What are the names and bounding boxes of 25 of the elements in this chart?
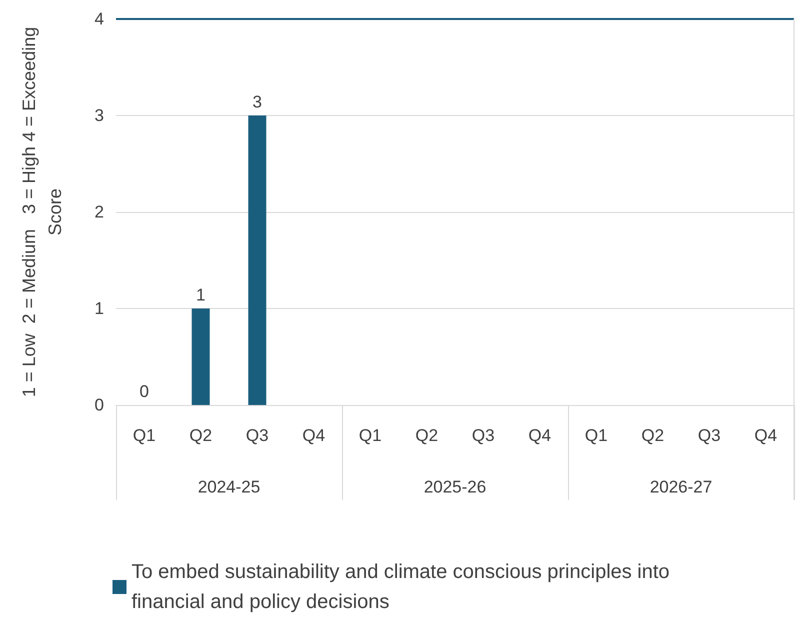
x-tick-label: Q3	[698, 426, 721, 445]
y-tick-label: 4	[94, 10, 104, 28]
text: 2024-25	[198, 478, 260, 496]
data-label: 0	[140, 382, 149, 401]
y-tick-label: 1	[94, 299, 104, 318]
y-axis-title: 1 = Low 2 = Medium 3 = High 4 = Exceeding Score	[19, 26, 65, 398]
x-tick-label: Q3	[246, 426, 269, 445]
x-tick-label: Q2	[641, 426, 664, 445]
y-tick-label: 2	[94, 202, 104, 222]
data-label: 3	[252, 92, 262, 112]
x-tick-label: Q1	[132, 426, 156, 445]
x-tick-label: Q3	[472, 426, 495, 445]
x-tick-label: Q1	[358, 426, 382, 445]
x-tick-label: Q2	[189, 426, 212, 445]
x-tick-label: Q1	[584, 426, 608, 445]
legend-label: To embed sustainability and climate conscious principles into financial and policy decisions	[132, 561, 676, 613]
data-label: 1	[196, 286, 206, 304]
x-tick-label: Q2	[415, 426, 438, 445]
x-tick-label: Q4	[302, 426, 326, 445]
x-tick-label: Q4	[754, 426, 778, 445]
x-tick-label: Q4	[528, 426, 552, 445]
y-tick-label: 0	[94, 396, 104, 414]
text: 2026-27	[650, 478, 712, 496]
y-tick-label: 3	[94, 106, 104, 125]
text: 2025-26	[424, 478, 486, 496]
